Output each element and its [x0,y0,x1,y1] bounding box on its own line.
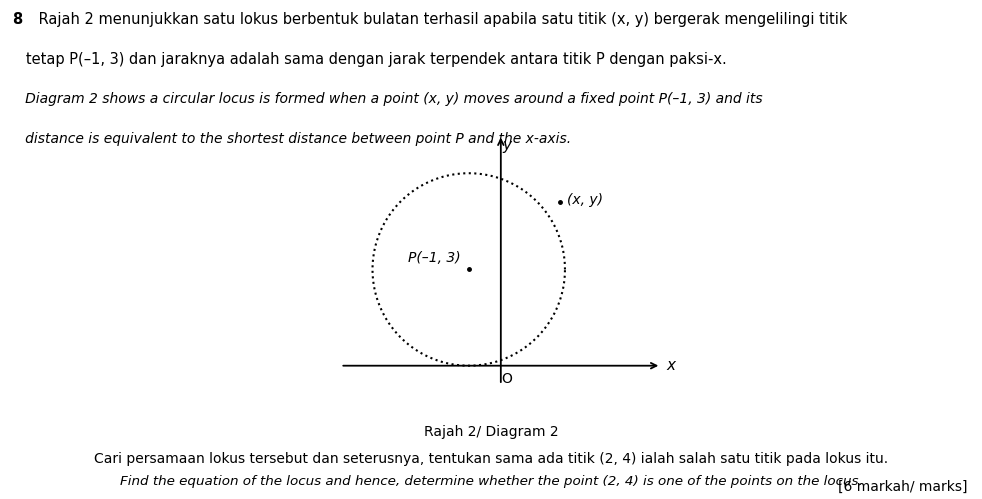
Text: [6 markah/ marks]: [6 markah/ marks] [838,480,967,494]
Text: Cari persamaan lokus tersebut dan seterusnya, tentukan sama ada titik (2, 4) ial: Cari persamaan lokus tersebut dan seteru… [94,452,888,466]
Text: y: y [502,138,511,153]
Text: Rajah 2 menunjukkan satu lokus berbentuk bulatan terhasil apabila satu titik (x,: Rajah 2 menunjukkan satu lokus berbentuk… [34,12,847,27]
Text: x: x [666,358,675,373]
Text: P(–1, 3): P(–1, 3) [409,250,461,264]
Text: Rajah 2/ Diagram 2: Rajah 2/ Diagram 2 [423,425,559,439]
Text: 8: 8 [12,12,22,27]
Text: Diagram 2 shows a circular locus is formed when a point (x, y) moves around a fi: Diagram 2 shows a circular locus is form… [12,92,762,106]
Text: (x, y): (x, y) [567,194,603,208]
Text: O: O [501,372,512,386]
Text: distance is equivalent to the shortest distance between point P and the x-axis.: distance is equivalent to the shortest d… [12,132,571,146]
Text: tetap P(–1, 3) dan jaraknya adalah sama dengan jarak terpendek antara titik P de: tetap P(–1, 3) dan jaraknya adalah sama … [12,52,727,67]
Text: Find the equation of the locus and hence, determine whether the point (2, 4) is : Find the equation of the locus and hence… [120,475,862,488]
